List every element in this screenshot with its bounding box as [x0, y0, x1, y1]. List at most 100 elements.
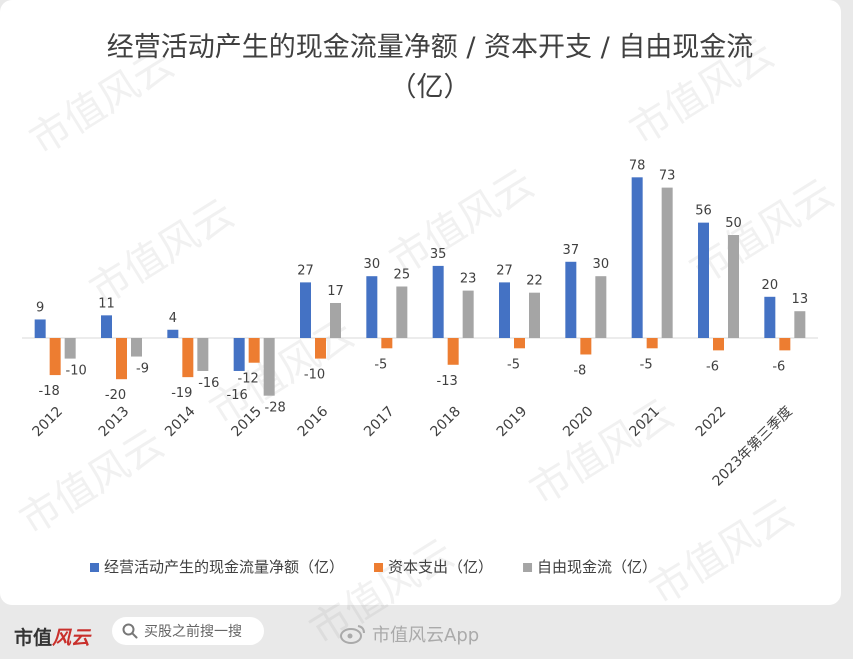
bar-chart: 9-18-10201211-20-920134-19-162014-16-12-… [22, 158, 818, 576]
data-label: 50 [725, 216, 742, 231]
bar-2 [580, 338, 592, 355]
data-label: -5 [640, 357, 653, 372]
data-label: -9 [136, 362, 149, 377]
x-tick-label: 2020 [560, 404, 597, 441]
data-label: -16 [198, 376, 219, 391]
bar-3 [661, 187, 673, 338]
data-label: 23 [460, 272, 477, 287]
bar-1 [167, 329, 179, 338]
bar-1 [565, 261, 577, 338]
bar-3 [197, 338, 209, 371]
search-box[interactable]: 买股之前搜一搜 [112, 617, 264, 645]
bar-1 [34, 319, 46, 338]
data-label: 27 [496, 263, 513, 278]
data-label: 37 [563, 243, 580, 258]
x-tick-label: 2013 [96, 404, 133, 441]
data-label: -28 [265, 401, 286, 416]
data-label: -10 [304, 368, 325, 383]
data-label: 35 [430, 247, 447, 262]
bar-2 [447, 338, 459, 365]
bar-1 [366, 276, 378, 338]
legend-swatch-2 [374, 563, 384, 572]
data-label: 11 [98, 296, 115, 311]
data-label: -6 [706, 359, 719, 374]
x-tick-label: 2015 [228, 404, 265, 441]
bar-2 [315, 338, 326, 359]
bar-1 [764, 296, 776, 338]
data-label: -6 [772, 359, 785, 374]
search-icon [122, 623, 138, 639]
chart-title: 经营活动产生的现金流量净额 / 资本开支 / 自由现金流（亿） [106, 32, 754, 103]
data-label: 30 [364, 257, 381, 272]
x-tick-label: 2022 [693, 404, 730, 441]
data-label: -8 [573, 363, 586, 378]
data-label: 27 [297, 263, 314, 278]
bar-3 [728, 235, 739, 338]
data-label: 56 [695, 204, 712, 219]
data-label: 25 [394, 268, 411, 283]
bar-2 [514, 338, 525, 349]
data-label: -13 [437, 374, 458, 389]
bar-3 [263, 338, 275, 396]
bar-2 [182, 338, 194, 378]
legend-label-2: 资本支出（亿） [388, 558, 493, 576]
legend-label-1: 经营活动产生的现金流量净额（亿） [104, 558, 344, 576]
bar-3 [794, 311, 806, 338]
data-label: 30 [593, 257, 610, 272]
logo-tail-text: 风云 [52, 627, 91, 649]
bar-1 [432, 265, 444, 338]
x-tick-label: 2017 [361, 404, 398, 441]
brand-logo[interactable]: 市值风云 [14, 623, 90, 650]
x-tick-label: 2016 [295, 403, 332, 440]
bar-2 [381, 338, 393, 349]
weibo-icon [340, 625, 365, 644]
bar-3 [131, 338, 142, 357]
data-label: -5 [507, 357, 520, 372]
data-label: 22 [526, 274, 543, 289]
x-tick-label: 2021 [626, 404, 663, 441]
bar-1 [233, 338, 245, 371]
bar-3 [330, 302, 341, 338]
bar-2 [713, 338, 724, 351]
data-label: -16 [227, 388, 248, 403]
data-label: 4 [169, 311, 177, 326]
bar-1 [300, 282, 311, 338]
data-label: 73 [659, 169, 676, 184]
bar-1 [698, 222, 709, 338]
x-tick-label: 2012 [29, 404, 66, 441]
data-label: -5 [374, 357, 387, 372]
bar-2 [779, 338, 791, 351]
data-label: -18 [39, 384, 60, 399]
bar-2 [248, 338, 260, 363]
data-label: -12 [238, 372, 259, 387]
data-label: -10 [66, 364, 87, 379]
data-label: 13 [792, 292, 809, 307]
legend-swatch-1 [90, 563, 99, 572]
app-credit[interactable]: 市值风云App [340, 621, 479, 647]
bar-3 [529, 292, 540, 338]
data-label: -19 [171, 386, 192, 401]
bar-3 [462, 290, 474, 338]
app-label: 市值风云App [372, 625, 480, 646]
data-label: 20 [762, 278, 779, 293]
bar-3 [64, 338, 76, 359]
bar-3 [595, 276, 607, 338]
data-label: 9 [36, 300, 44, 315]
search-placeholder: 买股之前搜一搜 [144, 624, 242, 640]
logo-main-text: 市值 [14, 627, 53, 649]
data-label: 17 [327, 284, 344, 299]
x-tick-label: 2019 [494, 404, 531, 441]
legend-label-3: 自由现金流（亿） [537, 558, 657, 576]
bar-1 [101, 315, 112, 338]
bar-2 [646, 338, 658, 349]
bar-2 [49, 338, 61, 376]
bar-1 [631, 177, 643, 338]
bar-2 [116, 338, 127, 380]
legend-swatch-3 [523, 563, 533, 572]
bar-3 [396, 286, 408, 338]
x-tick-label: 2014 [162, 403, 199, 440]
footer: 市值风云 买股之前搜一搜 市值风云App [0, 605, 853, 659]
bar-1 [499, 282, 510, 338]
x-tick-label: 2018 [427, 404, 464, 441]
data-label: -20 [105, 388, 126, 403]
